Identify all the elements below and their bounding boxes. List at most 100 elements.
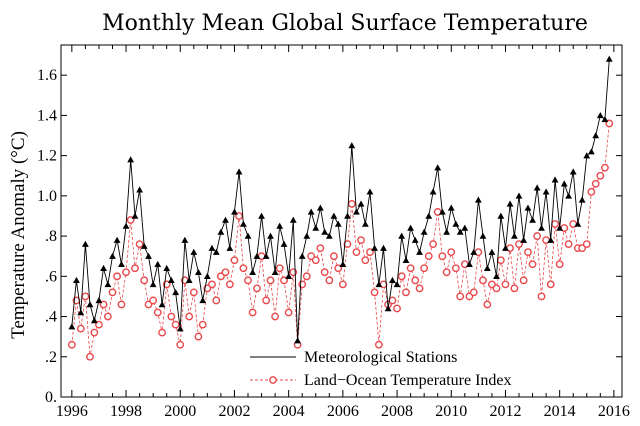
- plot-border: [60, 44, 623, 398]
- loti-point: [591, 179, 600, 188]
- loti-point: [420, 264, 429, 273]
- loti-point: [81, 292, 90, 301]
- station-point: [294, 337, 301, 344]
- x-tick-label: 2014: [544, 403, 576, 420]
- station-point: [470, 248, 478, 255]
- loti-point: [167, 312, 176, 321]
- station-point: [149, 280, 157, 288]
- station-point: [483, 264, 491, 271]
- station-point: [185, 276, 193, 284]
- loti-point: [406, 264, 415, 273]
- station-point: [68, 323, 76, 330]
- x-tick-label: 2016: [598, 403, 630, 420]
- loti-point: [551, 220, 559, 228]
- loti-point: [479, 276, 487, 285]
- loti-point: [510, 284, 519, 293]
- loti-point: [492, 284, 501, 293]
- loti-point: [587, 187, 596, 196]
- station-point: [258, 212, 265, 219]
- loti-point: [424, 252, 433, 261]
- loti-point: [153, 308, 162, 317]
- loti-point: [347, 200, 356, 208]
- y-tick-label: 1.4: [37, 107, 57, 124]
- loti-point: [131, 264, 139, 273]
- loti-point: [320, 268, 329, 277]
- station-point: [411, 236, 419, 243]
- station-point: [452, 220, 460, 227]
- loti-point: [352, 248, 361, 257]
- station-point: [357, 200, 365, 207]
- station-point: [109, 252, 116, 259]
- loti-point: [284, 308, 293, 317]
- station-point: [321, 228, 329, 235]
- loti-point: [438, 252, 447, 261]
- plot-frame: [60, 44, 623, 398]
- loti-point: [519, 276, 528, 285]
- loti-point: [149, 296, 158, 305]
- station-point: [596, 112, 604, 119]
- station-point: [488, 248, 496, 255]
- loti-point: [90, 328, 99, 337]
- x-tick-label: 2010: [435, 403, 467, 420]
- station-point: [583, 152, 591, 159]
- station-point: [474, 196, 482, 203]
- station-point: [262, 252, 270, 259]
- station-point: [136, 186, 143, 193]
- station-point: [461, 224, 469, 231]
- y-tick-label: .2: [45, 349, 57, 366]
- loti-point: [388, 296, 397, 305]
- loti-point: [239, 264, 248, 273]
- station-point: [479, 232, 487, 239]
- loti-point: [370, 288, 379, 297]
- x-tick-label: 2004: [273, 403, 305, 420]
- station-point: [361, 220, 369, 227]
- axis-ticks: 0. .2 .4 .6 .8 1.0 1.2 1.4 1.6 1996 1998 2000 2002 20…: [37, 45, 630, 420]
- station-point: [371, 244, 378, 251]
- station-point: [384, 305, 392, 312]
- station-point: [303, 232, 311, 239]
- station-point: [366, 188, 374, 195]
- loti-point: [402, 288, 410, 297]
- station-point: [77, 309, 85, 316]
- station-point: [605, 55, 613, 62]
- station-point: [145, 252, 152, 259]
- loti-point: [198, 320, 207, 329]
- station-point: [285, 272, 293, 280]
- station-point: [325, 232, 333, 239]
- loti-point: [158, 328, 166, 337]
- y-axis-label: Temperature Anomaly (°C): [8, 131, 29, 339]
- loti-point: [253, 284, 261, 293]
- station-point: [420, 228, 428, 235]
- legend: Meteorological Stations Land−Ocean Temper…: [250, 349, 512, 389]
- station-point: [73, 276, 80, 284]
- loti-point: [212, 296, 221, 305]
- x-tick-label: 1996: [56, 403, 88, 420]
- loti-point: [429, 240, 438, 249]
- station-point: [276, 222, 284, 229]
- loti-point: [122, 268, 130, 277]
- station-point: [466, 260, 473, 267]
- station-point: [81, 240, 89, 247]
- loti-point: [447, 248, 456, 257]
- station-point: [172, 289, 180, 296]
- loti-point: [397, 272, 406, 281]
- station-point: [181, 236, 189, 243]
- series-line: [71, 59, 610, 341]
- station-point: [222, 216, 229, 223]
- loti-point: [76, 324, 85, 333]
- station-point: [339, 260, 347, 267]
- y-tick-label: .4: [45, 309, 57, 326]
- loti-point: [194, 332, 203, 341]
- station-point: [289, 216, 297, 223]
- loti-point: [415, 284, 424, 293]
- loti-point: [442, 268, 451, 277]
- station-point: [402, 256, 410, 263]
- loti-point: [298, 280, 307, 289]
- x-tick-label: 2002: [218, 403, 250, 420]
- station-point: [416, 248, 423, 255]
- loti-point: [343, 240, 352, 249]
- legend-label-loti: Land−Ocean Temperature Index: [304, 372, 512, 389]
- station-point: [547, 236, 555, 243]
- station-point: [520, 236, 528, 243]
- station-point: [348, 142, 356, 149]
